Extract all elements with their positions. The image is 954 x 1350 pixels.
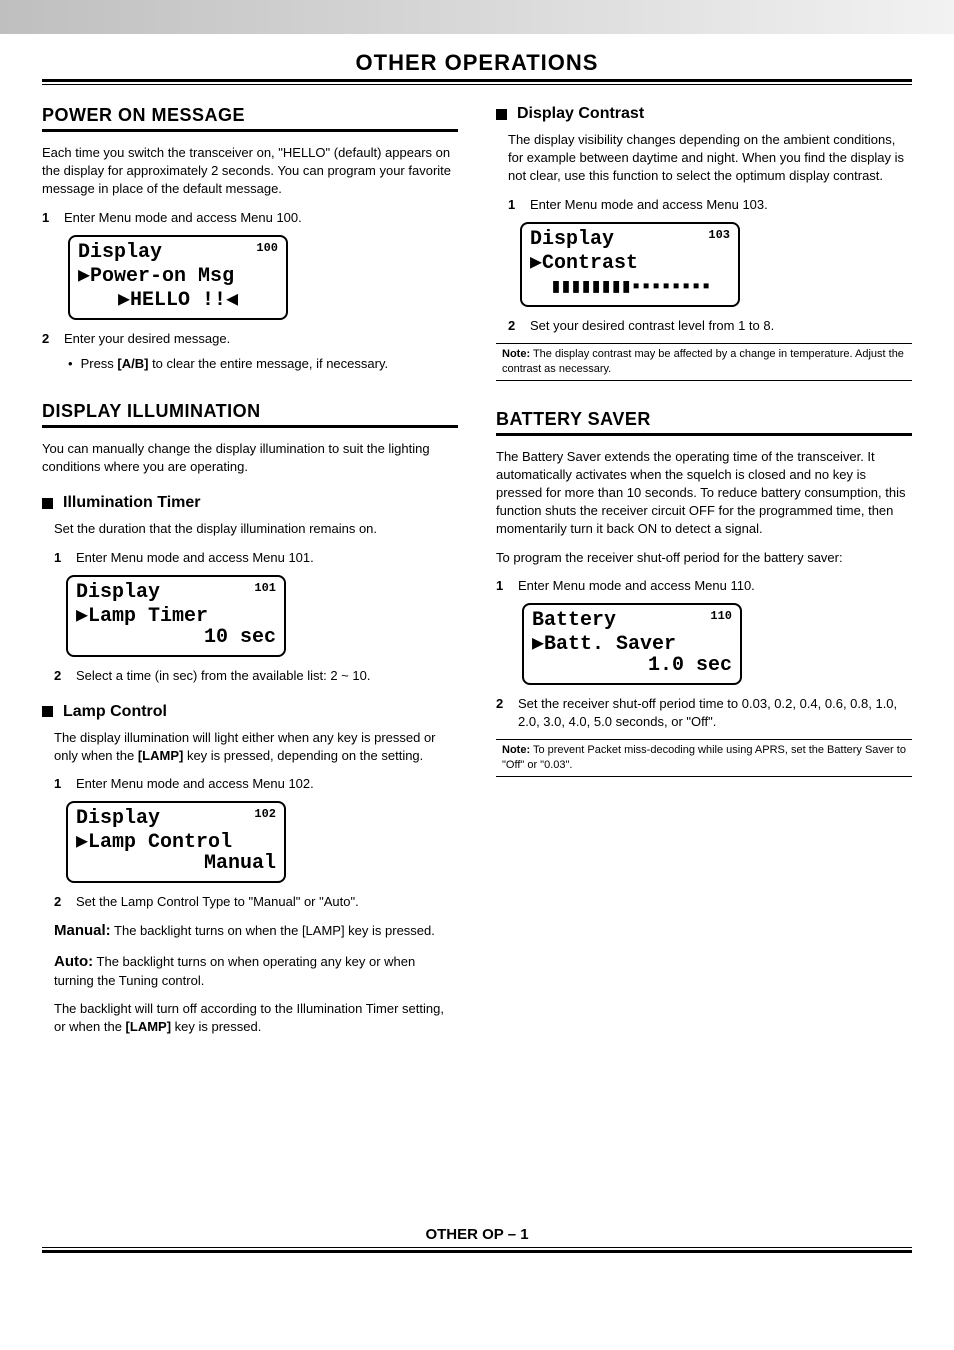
lcd-line: ▶Lamp Control [76, 828, 276, 854]
lcd-menu-110: Battery 110 ▶Batt. Saver 1.0 sec [522, 603, 742, 685]
step-text: Enter Menu mode and access Menu 101. [76, 549, 314, 567]
lcd-menu-num: 101 [254, 581, 276, 595]
step-num: 2 [496, 695, 508, 731]
section-power-on-title: POWER ON MESSAGE [42, 105, 458, 126]
step-text: Set your desired contrast level from 1 t… [530, 317, 774, 335]
step-num: 2 [42, 330, 54, 348]
lcd-line: ▶Power-on Msg [78, 262, 278, 288]
step: 2 Select a time (in sec) from the availa… [54, 667, 458, 685]
display-illum-intro: You can manually change the display illu… [42, 440, 458, 476]
step-text: Enter Menu mode and access Menu 110. [518, 577, 755, 595]
step: 1 Enter Menu mode and access Menu 100. [42, 209, 458, 227]
sub-display-contrast: Display Contrast [496, 105, 912, 123]
square-icon [42, 498, 53, 509]
footer-rule [42, 1247, 912, 1253]
manual-desc: Manual: The backlight turns on when the … [54, 920, 458, 941]
right-column: Display Contrast The display visibility … [496, 105, 912, 1046]
title-rule [42, 79, 912, 85]
step-text: Enter Menu mode and access Menu 100. [64, 209, 302, 227]
lcd-line: ▶Contrast [530, 249, 730, 275]
step: 2 Set your desired contrast level from 1… [508, 317, 912, 335]
page-footer: OTHER OP – 1 [42, 1226, 912, 1243]
lcd-title: Battery [532, 609, 616, 632]
page-title: OTHER OPERATIONS [42, 50, 912, 76]
section-display-illum-title: DISPLAY ILLUMINATION [42, 401, 458, 422]
lcd-menu-num: 110 [710, 609, 732, 623]
lcd-line: ▶Batt. Saver [532, 630, 732, 656]
lcd-menu-num: 102 [254, 807, 276, 821]
lcd-menu-103: Display 103 ▶Contrast ▮▮▮▮▮▮▮▮▪▪▪▪▪▪▪▪ [520, 222, 740, 307]
bullet-dot: • [68, 356, 73, 371]
lcd-value: 10 sec [76, 626, 276, 649]
step-num: 1 [508, 196, 520, 214]
lamp-tail: The backlight will turn off according to… [54, 1000, 458, 1036]
auto-desc: Auto: The backlight turns on when operat… [54, 951, 458, 990]
lcd-value: Manual [76, 852, 276, 875]
step-text: Enter Menu mode and access Menu 103. [530, 196, 768, 214]
lcd-menu-num: 100 [256, 241, 278, 255]
rule [42, 129, 458, 132]
sub-title: Illumination Timer [63, 494, 201, 512]
sub-title: Display Contrast [517, 105, 644, 123]
power-on-intro: Each time you switch the transceiver on,… [42, 144, 458, 199]
contrast-note: Note: The display contrast may be affect… [496, 343, 912, 381]
lcd-menu-101: Display 101 ▶Lamp Timer 10 sec [66, 575, 286, 657]
section-battery-saver-title: BATTERY SAVER [496, 409, 912, 430]
lcd-menu-102: Display 102 ▶Lamp Control Manual [66, 801, 286, 883]
step-num: 2 [508, 317, 520, 335]
lcd-value: 1.0 sec [532, 654, 732, 677]
bullet: • Press [A/B] to clear the entire messag… [68, 356, 458, 371]
step: 2 Set the receiver shut-off period time … [496, 695, 912, 731]
lamp-control-intro: The display illumination will light eith… [54, 729, 458, 765]
square-icon [42, 706, 53, 717]
lcd-menu-num: 103 [708, 228, 730, 242]
lcd-title: Display [78, 241, 162, 264]
lcd-title: Display [76, 807, 160, 830]
step: 2 Enter your desired message. [42, 330, 458, 348]
contrast-intro: The display visibility changes depending… [508, 131, 912, 186]
step-text: Set the Lamp Control Type to "Manual" or… [76, 893, 359, 911]
sub-lamp-control: Lamp Control [42, 703, 458, 721]
step: 1 Enter Menu mode and access Menu 103. [508, 196, 912, 214]
left-column: POWER ON MESSAGE Each time you switch th… [42, 105, 458, 1046]
columns: POWER ON MESSAGE Each time you switch th… [42, 105, 912, 1046]
step-text: Set the receiver shut-off period time to… [518, 695, 912, 731]
step-num: 1 [54, 775, 66, 793]
step-text: Enter your desired message. [64, 330, 230, 348]
step-text: Enter Menu mode and access Menu 102. [76, 775, 314, 793]
bullet-text: Press [A/B] to clear the entire message,… [81, 356, 389, 371]
step-num: 1 [42, 209, 54, 227]
square-icon [496, 109, 507, 120]
step-num: 1 [496, 577, 508, 595]
sub-title: Lamp Control [63, 703, 167, 721]
step: 1 Enter Menu mode and access Menu 110. [496, 577, 912, 595]
step-text: Select a time (in sec) from the availabl… [76, 667, 370, 685]
battery-intro-1: The Battery Saver extends the operating … [496, 448, 912, 539]
sub-illumination-timer: Illumination Timer [42, 494, 458, 512]
step: 2 Set the Lamp Control Type to "Manual" … [54, 893, 458, 911]
lcd-menu-100: Display 100 ▶Power-on Msg ▶HELLO !!◀ [68, 235, 288, 320]
page-content: OTHER OPERATIONS POWER ON MESSAGE Each t… [0, 50, 954, 1253]
lcd-line: ▶Lamp Timer [76, 602, 276, 628]
rule [42, 425, 458, 428]
rule [496, 433, 912, 436]
step: 1 Enter Menu mode and access Menu 101. [54, 549, 458, 567]
illum-timer-intro: Set the duration that the display illumi… [54, 520, 458, 538]
step: 1 Enter Menu mode and access Menu 102. [54, 775, 458, 793]
header-gradient [0, 0, 954, 34]
battery-note: Note: To prevent Packet miss-decoding wh… [496, 739, 912, 777]
step-num: 2 [54, 893, 66, 911]
step-num: 2 [54, 667, 66, 685]
step-num: 1 [54, 549, 66, 567]
lcd-value: ▶HELLO !!◀ [78, 286, 278, 312]
lcd-value: ▮▮▮▮▮▮▮▮▪▪▪▪▪▪▪▪ [530, 273, 730, 299]
lcd-title: Display [530, 228, 614, 251]
battery-intro-2: To program the receiver shut-off period … [496, 549, 912, 567]
lcd-title: Display [76, 581, 160, 604]
